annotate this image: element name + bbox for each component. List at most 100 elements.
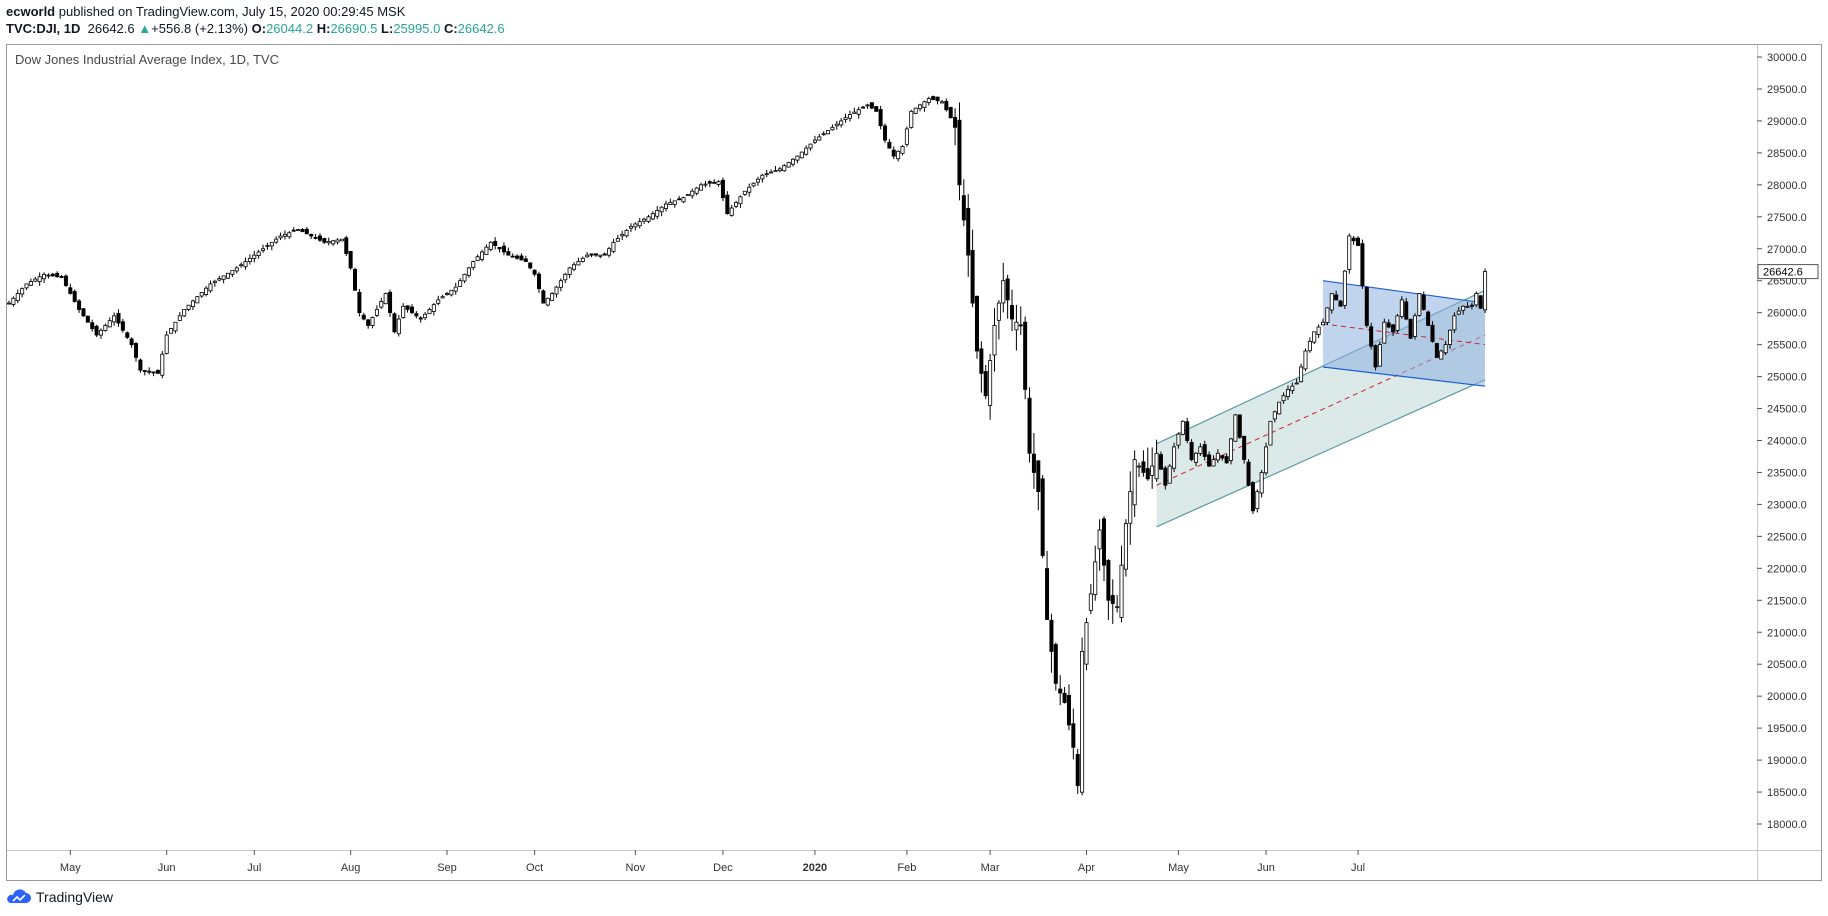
candle-body [1474, 293, 1479, 306]
candle-body [1342, 270, 1347, 306]
candle-body [370, 317, 375, 326]
candle-body [659, 206, 664, 213]
author-name[interactable]: ecworld [6, 4, 56, 19]
time-axis[interactable]: May Jun Jul Aug Sep Oct Nov Dec 2020 Feb Mar Apr May… [60, 850, 1365, 874]
brand-footer[interactable]: TradingView [6, 889, 113, 905]
candle-body [282, 233, 287, 237]
ohlc-legend: TVC:DJI, 1D 26642.6 ▲+556.8 (+2.13%) O:2… [6, 21, 505, 36]
candle-body [799, 151, 804, 159]
candle-body [1347, 235, 1352, 270]
candle-body [313, 237, 318, 239]
candle-body [1430, 324, 1435, 342]
candle-body [812, 139, 817, 143]
price-tick-label: 26000.0 [1767, 308, 1807, 320]
candle-body [1045, 568, 1050, 620]
candle-body [466, 267, 471, 276]
candle-body [475, 256, 480, 262]
candle-body [572, 264, 577, 270]
candle-body [155, 370, 160, 374]
time-tick-label: Jul [247, 862, 261, 874]
candle-body [247, 257, 252, 262]
candle-body [703, 183, 708, 186]
price-tick-label: 24000.0 [1767, 436, 1807, 448]
candle-body [712, 181, 717, 184]
candle-body [221, 275, 226, 280]
candle-body [1461, 305, 1466, 311]
candle-body [72, 291, 77, 302]
candle-body [112, 315, 117, 323]
flag-channel-lower-line[interactable] [1322, 366, 1486, 387]
candle-body [453, 286, 458, 292]
candle-body [620, 233, 625, 237]
candle-body [94, 325, 99, 336]
parallel-channel-lower-line[interactable] [1156, 379, 1486, 528]
candle-body [817, 136, 822, 141]
candle-body [33, 278, 38, 282]
candle-body [339, 238, 344, 242]
candle-body [239, 264, 244, 267]
candle-body [261, 248, 266, 251]
candle-body [826, 130, 831, 135]
candle-body [436, 299, 441, 304]
price-tick-label: 19000.0 [1767, 755, 1807, 767]
candle-body [1369, 326, 1374, 347]
price-tick-label: 29000.0 [1767, 116, 1807, 128]
candle-body [212, 280, 217, 284]
candle-body [151, 371, 156, 374]
candle-body [1356, 237, 1361, 246]
candle-body [720, 179, 725, 199]
close-value: 26642.6 [457, 21, 505, 36]
candle-body [1417, 293, 1422, 316]
candle-body [1088, 593, 1093, 611]
candle-body [186, 304, 191, 310]
candle-body [593, 253, 598, 256]
candle-body [225, 272, 230, 279]
candle-body [935, 96, 940, 102]
candle-body [1093, 561, 1098, 595]
candle-body [944, 100, 949, 111]
candle-body [252, 254, 257, 259]
candle-body [1132, 459, 1137, 506]
candle-body [1434, 343, 1439, 358]
candle-body [655, 209, 660, 217]
candle-body [580, 257, 585, 262]
candle-body [1115, 606, 1120, 609]
price-tick-label: 28500.0 [1767, 148, 1807, 160]
time-tick-label: Jun [1257, 862, 1275, 874]
candle-body [1321, 321, 1326, 326]
candle-body [1386, 322, 1391, 328]
candle-body [484, 246, 489, 256]
price-tick-label: 29500.0 [1767, 84, 1807, 96]
candle-body [865, 104, 870, 107]
candle-body [628, 225, 633, 229]
candle-body [852, 111, 857, 114]
candle-body [300, 229, 305, 233]
candle-body [1443, 344, 1448, 354]
candle-body [1412, 315, 1417, 337]
candle-body [357, 291, 362, 314]
candle-body [1242, 435, 1247, 461]
candle-body [1264, 446, 1269, 474]
drawing-layer[interactable] [1156, 280, 1486, 528]
candle-body [1382, 321, 1387, 344]
candle-body [427, 309, 432, 315]
price-tick-label: 30000.0 [1767, 52, 1807, 64]
up-arrow-icon: ▲ [138, 21, 152, 36]
time-tick-label: May [1168, 862, 1189, 874]
candle-body [1351, 237, 1356, 242]
candle-body [883, 125, 888, 141]
flag-channel-upper-line[interactable] [1322, 280, 1486, 304]
candle-body [1237, 414, 1242, 438]
price-axis[interactable]: 30000.0 29500.0 29000.0 28500.0 28000.0 27500… [1757, 52, 1819, 831]
candle-body [449, 289, 454, 296]
candle-body [322, 238, 327, 243]
candle-body [296, 229, 301, 231]
candle-body [344, 237, 349, 254]
candle-body [287, 232, 292, 238]
candle-body [1018, 324, 1023, 327]
candle-body [554, 286, 559, 295]
candle-body [1128, 491, 1133, 524]
candle-body [1154, 452, 1159, 480]
time-tick-label: Oct [526, 862, 543, 874]
